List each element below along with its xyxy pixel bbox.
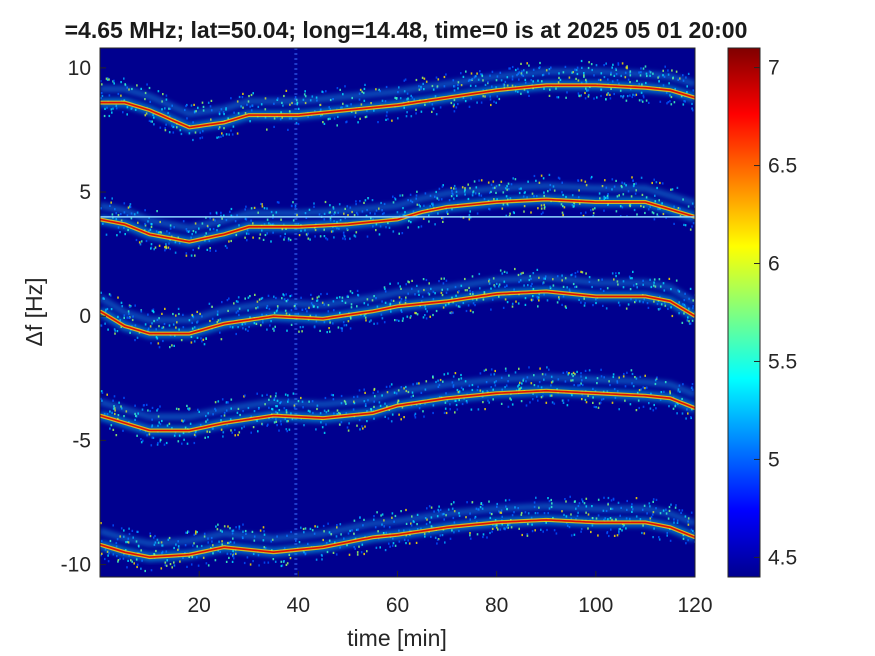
trace-2 [100,173,695,257]
colorbar-tick-label: 6 [768,253,780,276]
y-tick-label: 10 [68,57,91,80]
y-tick-label: -5 [72,429,91,452]
colorbar-tick-label: 5 [768,448,780,471]
colorbar: 4.5 5 5.5 6 6.5 7 [727,47,797,578]
colorbar-gradient [727,47,761,578]
x-axis-ticks: 20 40 60 80 100 120 [187,571,713,617]
trace-1 [100,59,695,142]
colorbar-tick-label: 4.5 [768,546,797,569]
x-tick-label: 40 [287,594,310,617]
y-tick-label: 0 [79,305,91,328]
x-axis-label: time [min] [347,625,447,651]
x-tick-label: 120 [677,594,712,617]
x-tick-label: 80 [485,594,508,617]
plot-area [99,47,696,578]
trace-4 [100,366,695,447]
colorbar-tick-label: 6.5 [768,155,797,178]
x-tick-label: 20 [187,594,210,617]
y-axis-ticks: -10 -5 0 5 10 [61,57,106,577]
x-tick-label: 60 [386,594,409,617]
y-tick-label: -10 [61,554,91,577]
colorbar-ticks: 4.5 5 5.5 6 6.5 7 [754,57,797,569]
colorbar-tick-label: 5.5 [768,350,797,373]
y-axis-label: Δf [Hz] [21,277,47,346]
trace-5 [100,495,695,573]
plot-background [100,48,695,577]
x-tick-label: 100 [578,594,613,617]
y-tick-label: 5 [79,181,91,204]
colorbar-tick-label: 7 [768,57,780,80]
chart-title: =4.65 MHz; lat=50.04; long=14.48, time=0… [65,17,748,43]
trace-3 [100,267,695,349]
